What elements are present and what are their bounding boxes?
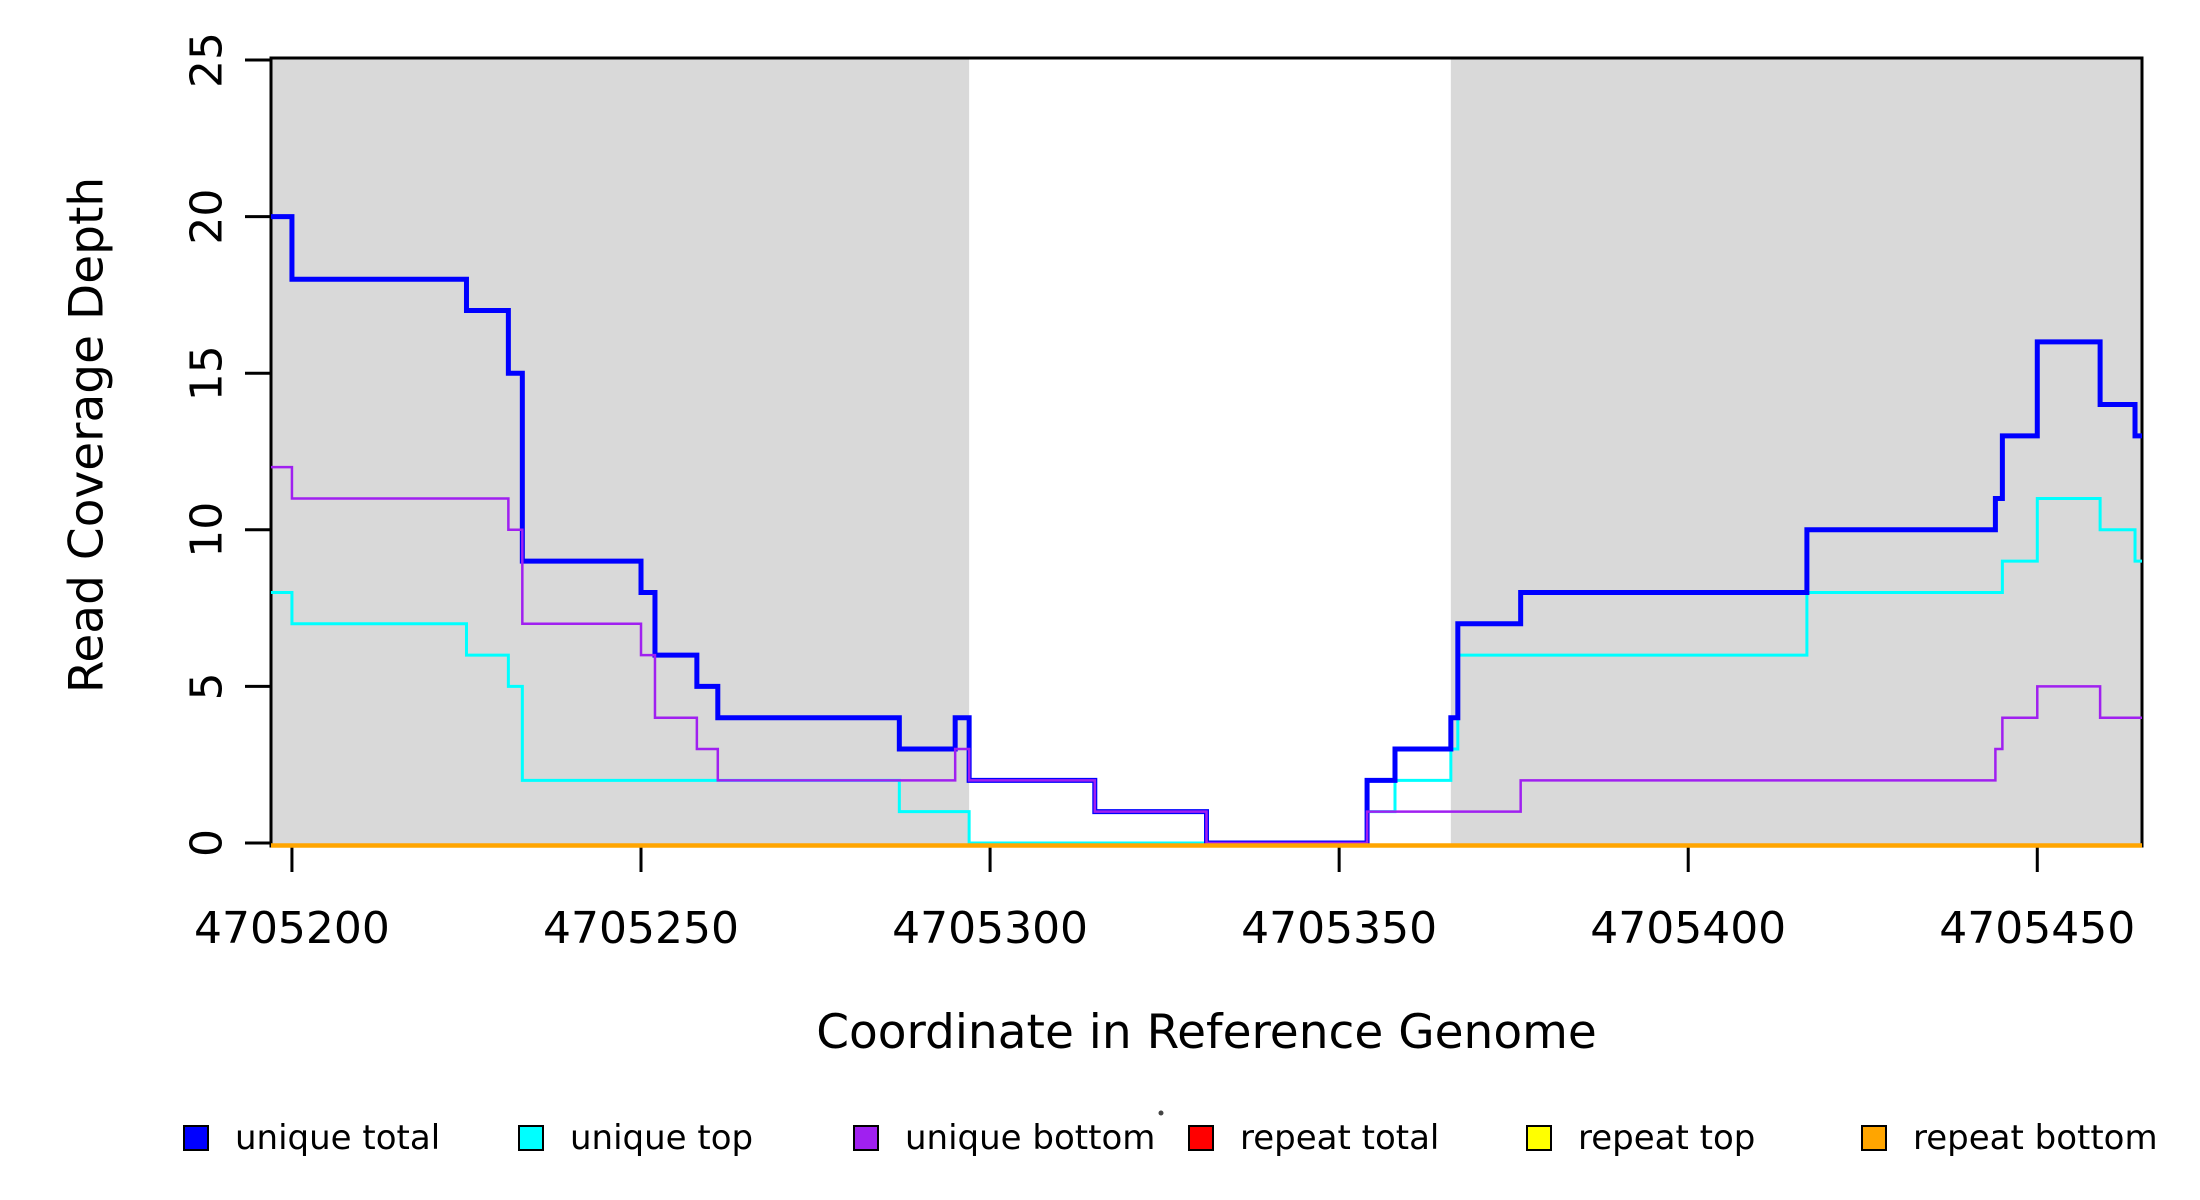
x-tick-label: 4705200 (194, 903, 390, 954)
series-line-unique-top (271, 496, 2142, 845)
legend-swatch-icon (1861, 1125, 1887, 1151)
x-tick-label: 4705400 (1590, 903, 1786, 954)
x-axis-title: Coordinate in Reference Genome (816, 1005, 1597, 1060)
y-tick-label: 15 (182, 345, 233, 401)
y-axis-title: Read Coverage Depth (59, 176, 115, 694)
shaded-region (271, 58, 970, 846)
shaded-region (1450, 58, 2142, 846)
y-tick-label: 20 (182, 189, 233, 245)
y-tick-label: 5 (182, 672, 233, 700)
legend-swatch-icon (183, 1125, 209, 1151)
x-tick-label: 4705450 (1939, 903, 2135, 954)
legend-label: unique total (235, 1118, 441, 1158)
x-tick-label: 4705300 (892, 903, 1088, 954)
x-tick-label: 4705350 (1241, 903, 1437, 954)
legend-label: repeat top (1578, 1118, 1756, 1158)
legend-label: repeat total (1240, 1118, 1440, 1158)
legend-item-unique-top: unique top (518, 1118, 753, 1158)
stray-dot (1158, 1110, 1164, 1116)
legend-item-repeat-top: repeat top (1526, 1118, 1755, 1158)
legend-item-unique-total: unique total (183, 1118, 440, 1158)
legend-label: unique top (570, 1118, 754, 1158)
legend-swatch-icon (1526, 1125, 1552, 1151)
legend-item-repeat-total: repeat total (1188, 1118, 1439, 1158)
x-tick-label: 4705250 (543, 903, 739, 954)
legend-item-unique-bottom: unique bottom (853, 1118, 1155, 1158)
y-tick-label: 25 (182, 32, 233, 88)
legend-label: repeat bottom (1913, 1118, 2158, 1158)
legend-swatch-icon (853, 1125, 879, 1151)
y-tick-label: 0 (182, 829, 233, 857)
y-tick-label: 10 (182, 502, 233, 558)
legend-item-repeat-bottom: repeat bottom (1861, 1118, 2158, 1158)
legend-label: unique bottom (905, 1118, 1156, 1158)
legend-swatch-icon (518, 1125, 544, 1151)
legend-swatch-icon (1188, 1125, 1214, 1151)
series-line-unique-bottom (271, 465, 2142, 845)
